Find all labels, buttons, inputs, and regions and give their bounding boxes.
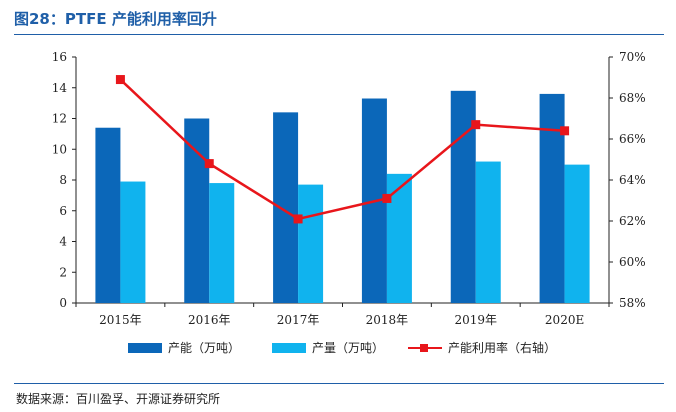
bar-output: [475, 161, 501, 303]
figure-title: 图28：PTFE 产能利用率回升: [14, 10, 217, 28]
bar-output: [209, 183, 235, 303]
x-tick-label: 2016年: [188, 313, 231, 327]
bar-output: [564, 164, 590, 303]
legend-swatch-output: [272, 342, 306, 353]
y-left-tick-label: 12: [52, 112, 67, 126]
point-utilization: [204, 159, 214, 169]
y-right-tick-label: 64%: [619, 173, 646, 187]
data-source-note: 数据来源：百川盈孚、开源证券研究所: [16, 392, 221, 406]
line-utilization: [119, 78, 565, 221]
x-tick-label: 2018年: [366, 313, 409, 327]
y-left-tick-label: 6: [59, 204, 67, 218]
legend-item-output: 产量（万吨）: [272, 339, 384, 356]
y-right-tick-label: 68%: [619, 91, 646, 105]
point-utilization: [115, 75, 125, 85]
bar-output: [298, 184, 324, 303]
bar-capacity: [539, 93, 565, 304]
x-tick-label: 2017年: [277, 313, 320, 327]
source-divider: [14, 383, 664, 384]
y-right-tick-label: 58%: [619, 296, 646, 310]
point-utilization: [471, 120, 481, 130]
legend-swatch-utilization: [408, 343, 442, 353]
chart-canvas: 0 2 4 6 8 10 12 14 16 58% 60% 62% 64% 66% 68% 70% 2015年 2…: [52, 50, 646, 327]
y-right-tick-label: 60%: [619, 255, 646, 269]
chart-legend: 产能（万吨） 产量（万吨） 产能利用率（右轴）: [0, 339, 676, 361]
y-left-tick-label: 10: [52, 142, 67, 156]
legend-item-capacity: 产能（万吨）: [128, 339, 240, 356]
legend-label-output: 产量（万吨）: [312, 341, 385, 355]
y-right-tick-label: 70%: [619, 50, 646, 64]
bar-capacity: [95, 127, 121, 303]
y-left-tick-label: 2: [59, 265, 67, 279]
point-utilization: [560, 126, 570, 136]
bar-output: [386, 173, 412, 303]
point-utilization: [293, 214, 303, 224]
y-right-tick-label: 66%: [619, 132, 646, 146]
legend-label-utilization: 产能利用率（右轴）: [448, 341, 557, 355]
x-tick-label: 2019年: [454, 313, 497, 327]
y-left-tick-label: 0: [59, 296, 67, 310]
legend-label-capacity: 产能（万吨）: [168, 341, 241, 355]
bar-capacity: [273, 112, 299, 303]
y-left-tick-label: 14: [52, 81, 68, 95]
legend-swatch-capacity: [128, 342, 162, 353]
x-tick-label: 2020E: [545, 313, 584, 327]
legend-item-utilization: 产能利用率（右轴）: [408, 339, 556, 356]
y-left-tick-label: 8: [59, 173, 67, 187]
y-left-tick-label: 4: [59, 235, 67, 249]
bar-output: [120, 181, 146, 303]
title-divider: [14, 34, 664, 35]
point-utilization: [382, 193, 392, 203]
bar-capacity: [184, 118, 210, 303]
x-tick-label: 2015年: [99, 313, 142, 327]
y-right-tick-label: 62%: [619, 214, 646, 228]
y-left-tick-label: 16: [52, 50, 67, 64]
